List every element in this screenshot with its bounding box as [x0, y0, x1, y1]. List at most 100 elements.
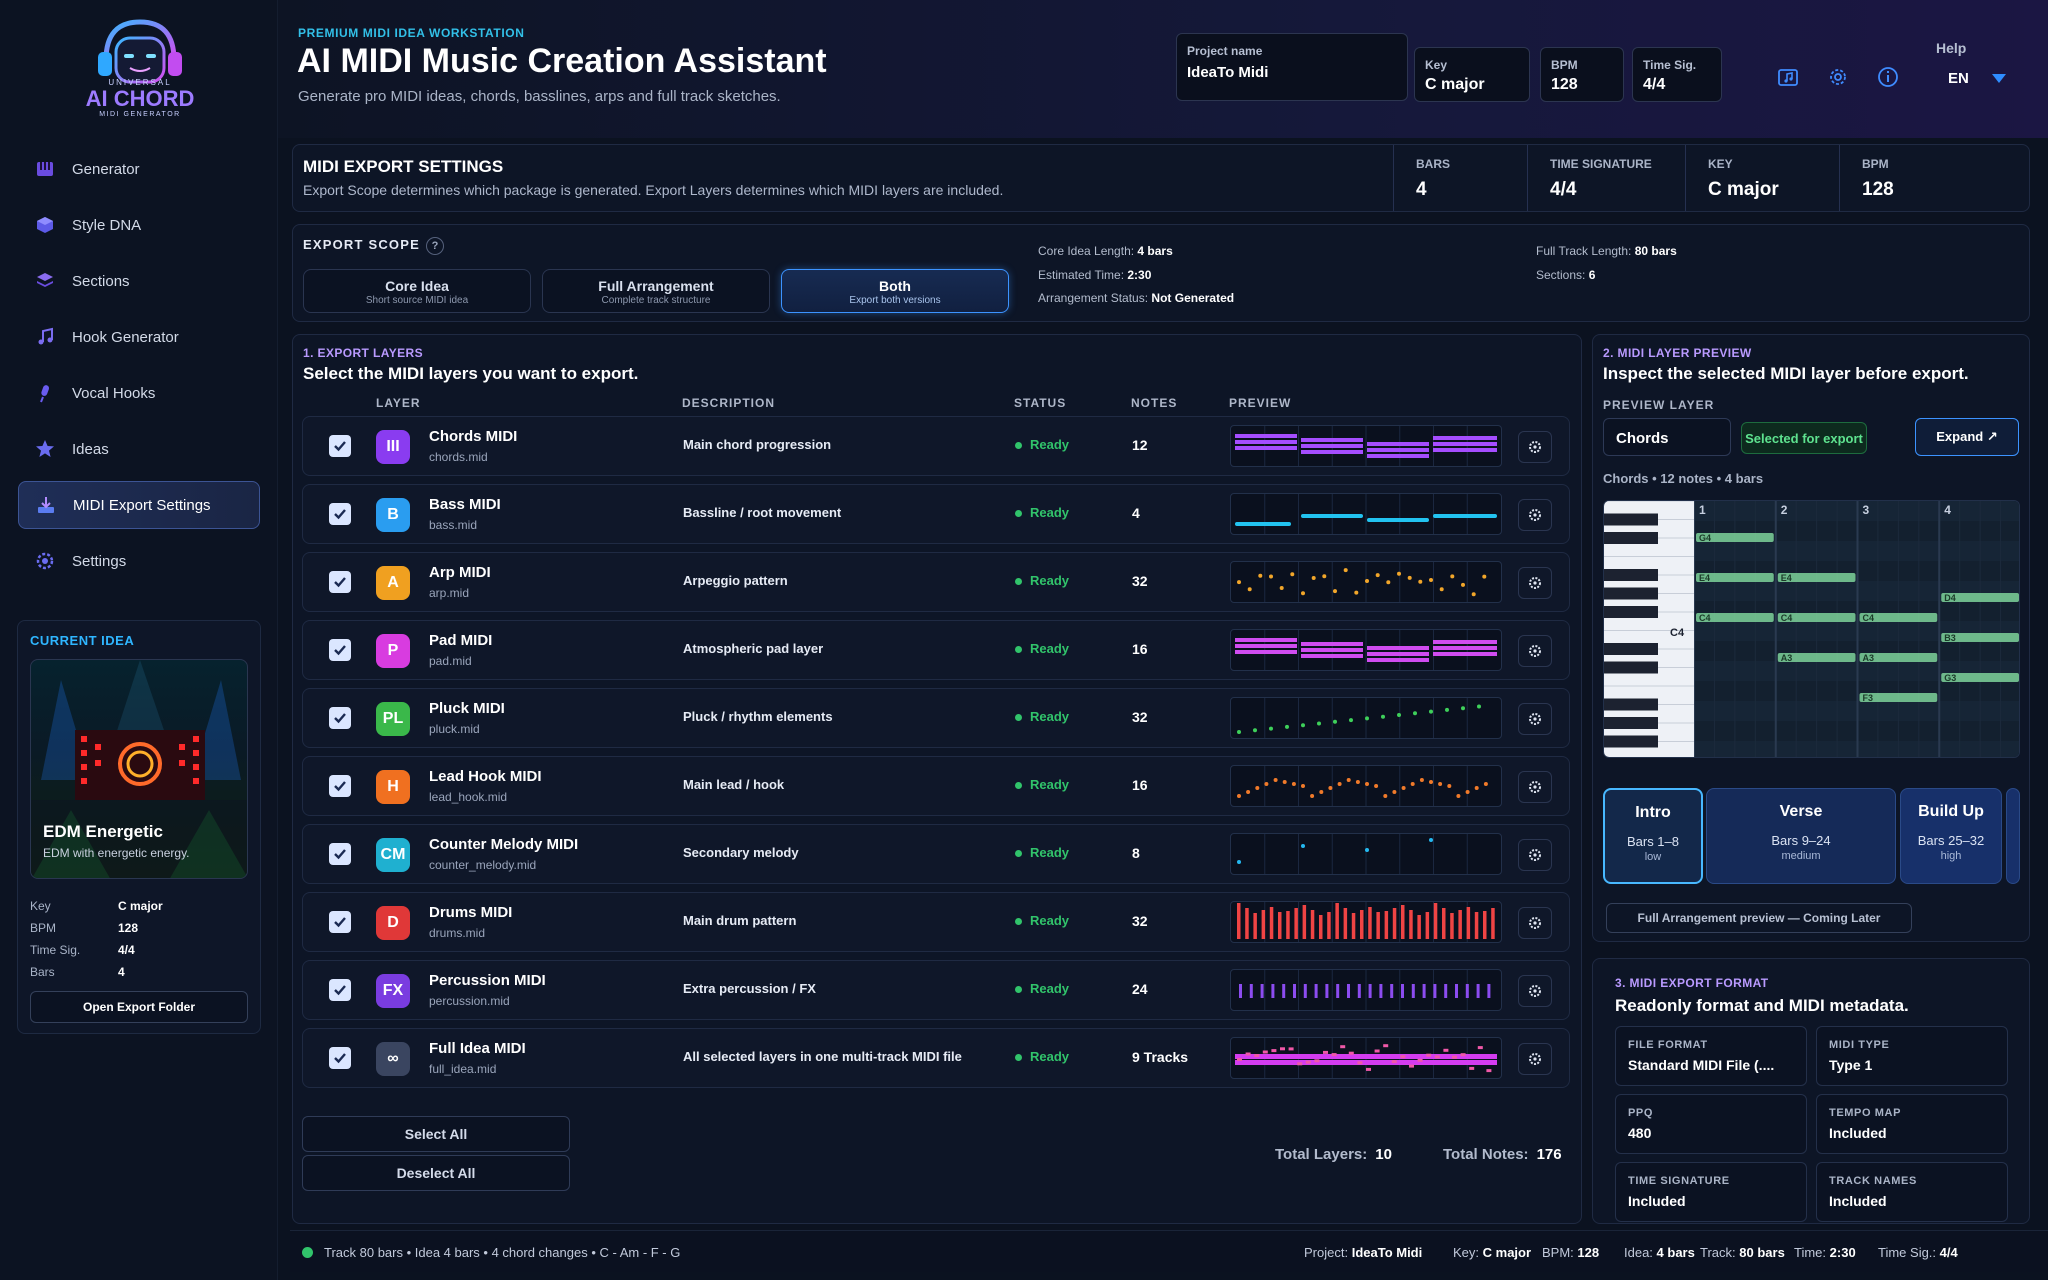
sidebar-item-ideas[interactable]: Ideas — [18, 425, 260, 473]
gear-icon — [1529, 577, 1541, 589]
layer-badge: B — [376, 498, 410, 532]
black-key — [1604, 606, 1658, 618]
scope-both-button[interactable]: Both Export both versions — [781, 269, 1009, 313]
folder-music-icon[interactable] — [1776, 65, 1800, 89]
layer-checkbox[interactable] — [329, 843, 351, 865]
layer-settings-button[interactable] — [1518, 499, 1552, 531]
midi-note[interactable]: E4 — [1696, 573, 1774, 583]
layer-row[interactable]: PL Pluck MIDI pluck.mid Pluck / rhythm elem… — [302, 688, 1570, 748]
gear-icon — [1529, 849, 1541, 861]
piano-roll[interactable]: 1 2 3 4 C4 G4 E4 E4 C4 C4 C4 A3 A3 F3 D4 B3 G3 — [1603, 500, 2020, 758]
midi-note[interactable]: C4 — [1777, 613, 1856, 623]
time-sig-field[interactable]: Time Sig. 4/4 — [1632, 47, 1722, 102]
sidebar-item-sections[interactable]: Sections — [18, 257, 260, 305]
layer-settings-button[interactable] — [1518, 1043, 1552, 1075]
project-name-field[interactable]: Project name IdeaTo Midi — [1176, 33, 1408, 101]
layer-row[interactable]: CM Counter Melody MIDI counter_melody.mid S… — [302, 824, 1570, 884]
sidebar-item-generator[interactable]: Generator — [18, 145, 260, 193]
current-idea-title: EDM Energetic — [43, 822, 163, 841]
chevron-down-icon[interactable] — [1992, 74, 2006, 83]
layer-row[interactable]: H Lead Hook MIDI lead_hook.mid Main lead / … — [302, 756, 1570, 816]
layer-settings-button[interactable] — [1518, 839, 1552, 871]
midi-note[interactable]: A3 — [1859, 653, 1938, 663]
layer-preview — [1230, 833, 1502, 875]
language-select[interactable]: EN — [1948, 70, 1969, 87]
layer-checkbox[interactable] — [329, 707, 351, 729]
col-status: STATUS — [1014, 396, 1067, 410]
midi-note[interactable]: A3 — [1777, 653, 1856, 663]
expand-button[interactable]: Expand ↗ — [1915, 418, 2019, 456]
black-key — [1604, 661, 1658, 674]
layer-settings-button[interactable] — [1518, 975, 1552, 1007]
key-field[interactable]: Key C major — [1414, 47, 1530, 102]
layer-file: lead_hook.mid — [429, 790, 508, 804]
svg-text:E4: E4 — [1781, 573, 1792, 583]
info-icon[interactable] — [1876, 65, 1900, 89]
current-idea-card[interactable]: EDM Energetic EDM with energetic energy. — [30, 659, 248, 879]
layer-row[interactable]: P Pad MIDI pad.mid Atmospheric pad layer Rea… — [302, 620, 1570, 680]
scope-full-arrangement-button[interactable]: Full Arrangement Complete track structure — [542, 269, 770, 313]
layer-description: Extra percussion / FX — [683, 981, 816, 996]
current-idea-bpm: BPM 128 — [30, 921, 139, 935]
midi-note[interactable]: G4 — [1696, 533, 1774, 543]
logo-text-ai-chord: AI CHORD — [85, 86, 195, 111]
section-card-build-up[interactable]: Build Up Bars 25–32 high — [1900, 788, 2002, 884]
layer-file: pad.mid — [429, 654, 472, 668]
layer-checkbox[interactable] — [329, 775, 351, 797]
layer-row[interactable]: D Drums MIDI drums.mid Main drum pattern Rea… — [302, 892, 1570, 952]
bpm-field[interactable]: BPM 128 — [1540, 47, 1624, 102]
sidebar-item-midi-export-settings[interactable]: MIDI Export Settings — [18, 481, 260, 529]
midi-note[interactable]: B3 — [1941, 633, 2019, 643]
layer-checkbox[interactable] — [329, 435, 351, 457]
midi-note[interactable]: C4 — [1696, 613, 1774, 623]
gear-icon — [34, 550, 56, 572]
midi-note[interactable]: D4 — [1941, 593, 2019, 603]
deselect-all-button[interactable]: Deselect All — [302, 1155, 570, 1191]
bar-number: 2 — [1781, 503, 1788, 517]
layer-checkbox[interactable] — [329, 911, 351, 933]
layer-checkbox[interactable] — [329, 639, 351, 661]
open-export-folder-button[interactable]: Open Export Folder — [30, 991, 248, 1023]
layer-checkbox[interactable] — [329, 1047, 351, 1069]
status-key: Key: C major — [1453, 1245, 1532, 1260]
coming-later-badge: Full Arrangement preview — Coming Later — [1606, 903, 1912, 933]
select-all-button[interactable]: Select All — [302, 1116, 570, 1152]
layer-preview — [1230, 561, 1502, 603]
layer-row[interactable]: ∞ Full Idea MIDI full_idea.mid All selected… — [302, 1028, 1570, 1088]
layer-settings-button[interactable] — [1518, 703, 1552, 735]
layer-status: Ready — [1015, 1049, 1069, 1064]
layer-row[interactable]: B Bass MIDI bass.mid Bassline / root moveme… — [302, 484, 1570, 544]
sidebar-item-settings[interactable]: Settings — [18, 537, 260, 585]
gear-icon — [1529, 781, 1541, 793]
layer-file: chords.mid — [429, 450, 488, 464]
help-icon[interactable]: ? — [425, 237, 444, 255]
layer-row[interactable]: FX Percussion MIDI percussion.mid Extra per… — [302, 960, 1570, 1020]
midi-note[interactable]: G3 — [1941, 673, 2019, 683]
sidebar-item-vocal-hooks[interactable]: Vocal Hooks — [18, 369, 260, 417]
sidebar-item-hook-generator[interactable]: Hook Generator — [18, 313, 260, 361]
section-card-verse[interactable]: Verse Bars 9–24 medium — [1706, 788, 1896, 884]
layer-checkbox[interactable] — [329, 571, 351, 593]
layer-settings-button[interactable] — [1518, 907, 1552, 939]
layer-checkbox[interactable] — [329, 979, 351, 1001]
sidebar-item-style-dna[interactable]: Style DNA — [18, 201, 260, 249]
layer-row[interactable]: A Arp MIDI arp.mid Arpeggio pattern Ready 32 — [302, 552, 1570, 612]
section-card-intro[interactable]: Intro Bars 1–8 low — [1603, 788, 1703, 884]
midi-note[interactable]: E4 — [1777, 573, 1856, 583]
layer-row[interactable]: III Chords MIDI chords.mid Main chord progr… — [302, 416, 1570, 476]
layer-checkbox[interactable] — [329, 503, 351, 525]
scope-core-idea-button[interactable]: Core Idea Short source MIDI idea — [303, 269, 531, 313]
layer-settings-button[interactable] — [1518, 771, 1552, 803]
midi-note[interactable]: C4 — [1859, 613, 1938, 623]
layer-settings-button[interactable] — [1518, 635, 1552, 667]
current-idea-panel: CURRENT IDEA EDM Energetic EDM with ener… — [17, 620, 261, 1034]
preview-layer-select[interactable]: Chords — [1603, 418, 1731, 456]
midi-note[interactable]: F3 — [1859, 693, 1938, 703]
layer-description: Secondary melody — [683, 845, 799, 860]
settings-gear-icon[interactable] — [1826, 65, 1850, 89]
layer-badge: H — [376, 770, 410, 804]
full-track-length: Full Track Length: 80 bars — [1536, 244, 1677, 258]
layer-status: Ready — [1015, 709, 1069, 724]
layer-settings-button[interactable] — [1518, 567, 1552, 599]
layer-settings-button[interactable] — [1518, 431, 1552, 463]
